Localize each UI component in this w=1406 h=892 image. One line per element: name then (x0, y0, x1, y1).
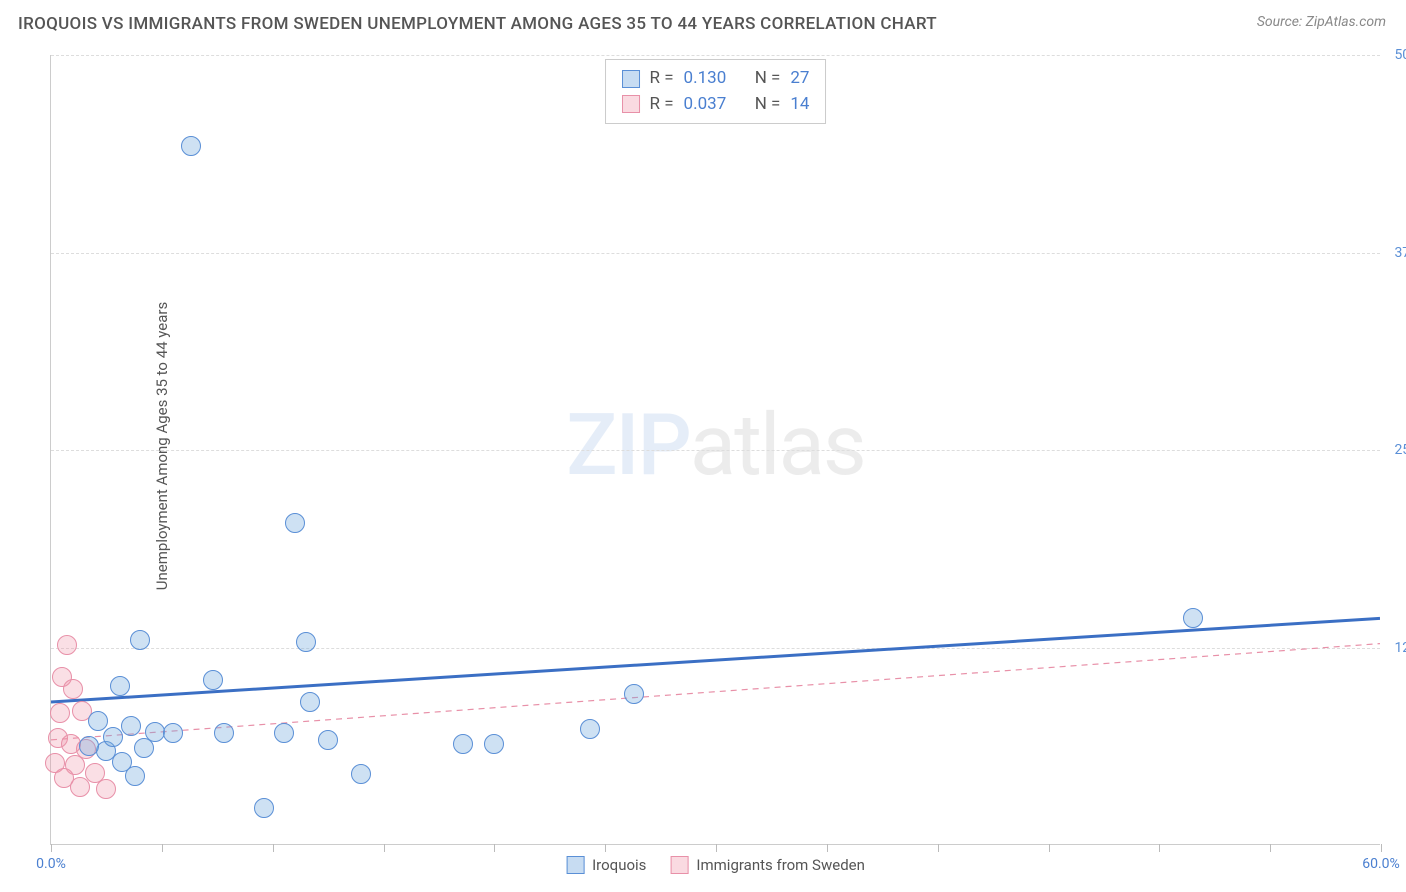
trend-line-sweden (51, 644, 1380, 740)
data-point (453, 734, 473, 754)
swatch-pink-icon (670, 856, 688, 874)
data-point (484, 734, 504, 754)
gridline (51, 648, 1380, 649)
stat-n-value-iroquois: 27 (790, 66, 809, 92)
legend-item-sweden: Immigrants from Sweden (670, 856, 864, 874)
legend-label-iroquois: Iroquois (592, 856, 646, 874)
watermark: ZIPatlas (566, 395, 864, 495)
data-point (285, 513, 305, 533)
swatch-blue (622, 70, 640, 88)
data-point (203, 670, 223, 690)
stats-box: R = 0.130 N = 27 R = 0.037 N = 14 (605, 59, 827, 124)
plot-area: ZIPatlas 12.5%25.0%37.5%50.0% 0.0%60.0% … (50, 55, 1380, 845)
xtick (716, 844, 717, 852)
data-point (254, 798, 274, 818)
stat-r-value-sweden: 0.037 (684, 92, 727, 118)
ytick-label: 12.5% (1384, 640, 1406, 656)
ytick-label: 50.0% (1384, 47, 1406, 63)
stat-r-label: R = (650, 66, 674, 92)
xtick (51, 844, 52, 852)
data-point (296, 632, 316, 652)
data-point (318, 730, 338, 750)
xtick (1381, 844, 1382, 852)
watermark-zip: ZIP (566, 395, 690, 495)
xtick (273, 844, 274, 852)
watermark-atlas: atlas (690, 395, 865, 495)
data-point (57, 635, 77, 655)
gridline (51, 253, 1380, 254)
data-point (130, 630, 150, 650)
data-point (274, 723, 294, 743)
legend-item-iroquois: Iroquois (566, 856, 646, 874)
xtick-label: 0.0% (36, 856, 66, 872)
data-point (79, 736, 99, 756)
data-point (624, 684, 644, 704)
data-point (54, 768, 74, 788)
gridline (51, 450, 1380, 451)
xtick (384, 844, 385, 852)
trend-line-iroquois (51, 618, 1380, 702)
xtick-label: 60.0% (1362, 856, 1400, 872)
data-point (580, 719, 600, 739)
stat-n-value-sweden: 14 (790, 92, 809, 118)
stat-n-label: N = (755, 66, 781, 92)
ytick-label: 37.5% (1384, 245, 1406, 261)
data-point (1183, 608, 1203, 628)
data-point (96, 779, 116, 799)
data-point (103, 727, 123, 747)
stat-n-label: N = (755, 92, 781, 118)
data-point (88, 711, 108, 731)
xtick (162, 844, 163, 852)
data-point (134, 738, 154, 758)
data-point (163, 723, 183, 743)
xtick (605, 844, 606, 852)
data-point (121, 716, 141, 736)
stats-row-sweden: R = 0.037 N = 14 (622, 92, 810, 118)
legend-label-sweden: Immigrants from Sweden (696, 856, 864, 874)
xtick (1049, 844, 1050, 852)
xtick (1270, 844, 1271, 852)
stat-r-value-iroquois: 0.130 (684, 66, 727, 92)
xtick (827, 844, 828, 852)
stats-row-iroquois: R = 0.130 N = 27 (622, 66, 810, 92)
gridline (51, 55, 1380, 56)
data-point (125, 766, 145, 786)
source-attribution: Source: ZipAtlas.com (1257, 14, 1386, 30)
data-point (50, 703, 70, 723)
data-point (63, 679, 83, 699)
data-point (300, 692, 320, 712)
data-point (351, 764, 371, 784)
swatch-pink (622, 95, 640, 113)
ytick-label: 25.0% (1384, 442, 1406, 458)
data-point (214, 723, 234, 743)
data-point (181, 136, 201, 156)
xtick (1159, 844, 1160, 852)
swatch-blue-icon (566, 856, 584, 874)
xtick (938, 844, 939, 852)
chart-title: IROQUOIS VS IMMIGRANTS FROM SWEDEN UNEMP… (18, 14, 937, 34)
data-point (110, 676, 130, 696)
legend: Iroquois Immigrants from Sweden (566, 856, 865, 874)
xtick (494, 844, 495, 852)
stat-r-label: R = (650, 92, 674, 118)
